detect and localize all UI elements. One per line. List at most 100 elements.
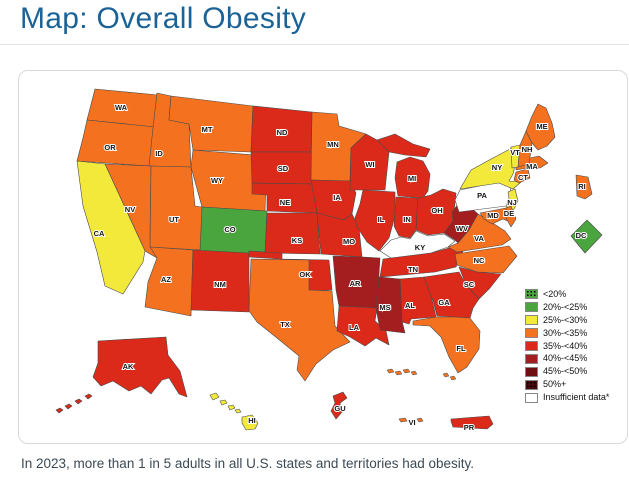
state-AK[interactable] [55,336,188,414]
legend-item-30-35: 30%-<35% [525,327,609,340]
state-CT[interactable] [513,168,531,184]
state-label-TN: TN [408,265,418,274]
state-TX[interactable] [248,258,351,382]
map-legend: <20% 20%-<25% 25%-<30% 30%-<35% 35%-<40% 40%-… [525,288,609,404]
state-label-MS: MS [379,303,390,312]
state-KS[interactable] [264,212,321,255]
state-label-NE: NE [280,198,290,207]
state-label-OR: OR [104,143,116,152]
legend-label-20-25: 20%-<25% [543,301,588,312]
state-label-AL: AL [405,301,415,310]
map-card: WA OR ID MT WY NV UT CA CO AZ NM ND SD NE KS OK TX MN IA MO… [18,70,628,444]
state-label-VI: VI [408,418,415,427]
state-FL[interactable] [412,316,481,374]
coastal-island [402,368,411,374]
state-label-MI: MI [408,174,416,183]
state-NH[interactable] [517,130,533,168]
state-label-CT: CT [518,173,528,182]
legend-item-lt20: <20% [525,288,609,301]
state-label-NV: NV [125,205,135,214]
state-label-SC: SC [464,280,475,289]
legend-label-45-50: 45%-<50% [543,366,588,377]
state-label-GU: GU [334,404,345,413]
state-label-IL: IL [378,215,385,224]
state-label-OK: OK [299,270,311,279]
legend-label-lt20: <20% [543,288,567,299]
coastal-island [442,372,450,378]
legend-swatch-40-45 [525,353,538,364]
state-label-NY: NY [492,163,502,172]
state-label-KY: KY [415,243,425,252]
legend-item-25-30: 25%-<30% [525,314,609,327]
state-label-IN: IN [403,215,411,224]
state-label-CA: CA [94,229,105,238]
coastal-island [394,370,403,376]
state-label-WV: WV [456,224,468,233]
state-MS[interactable] [375,276,406,334]
state-label-OH: OH [431,206,442,215]
legend-item-insufficient: Insufficient data* [525,391,609,404]
us-choropleth-map: WA OR ID MT WY NV UT CA CO AZ NM ND SD NE KS OK TX MN IA MO… [55,88,603,433]
state-label-PA: PA [477,191,487,200]
state-PR[interactable] [450,415,494,430]
state-MI[interactable] [376,133,431,199]
state-label-ME: ME [536,122,547,131]
legend-item-20-25: 20%-<25% [525,301,609,314]
state-label-MA: MA [526,162,538,171]
state-label-MT: MT [202,125,213,134]
state-label-PR: PR [464,423,475,432]
legend-item-45-50: 45%-<50% [525,365,609,378]
state-IL[interactable] [354,189,396,252]
state-label-DE: DE [504,209,514,218]
state-VI[interactable] [398,417,424,425]
legend-label-insufficient: Insufficient data* [543,392,610,403]
state-label-VT: VT [510,148,520,157]
state-label-KS: KS [292,236,302,245]
legend-swatch-50plus [525,379,538,390]
state-label-MN: MN [327,140,339,149]
state-label-MO: MO [343,237,355,246]
state-label-NJ: NJ [507,198,517,207]
page-title: Map: Overall Obesity [20,2,307,35]
state-label-RI: RI [578,182,586,191]
state-GU[interactable] [330,391,348,420]
state-label-AK: AK [123,362,134,371]
state-VA[interactable] [447,213,512,253]
state-LA[interactable] [336,305,390,347]
state-label-NM: NM [214,280,226,289]
state-label-GA: GA [438,298,450,307]
legend-label-30-35: 30%-<35% [543,327,588,338]
legend-item-50plus: 50%+ [525,378,609,391]
state-label-AR: AR [350,279,361,288]
state-label-SD: SD [278,164,289,173]
legend-swatch-lt20 [525,289,538,300]
title-divider [0,44,629,45]
state-NM[interactable] [190,249,250,313]
state-label-WI: WI [365,160,374,169]
state-AL[interactable] [399,276,437,325]
coastal-island [410,370,418,376]
coastal-island [449,375,457,381]
state-label-FL: FL [456,344,466,353]
state-HI[interactable] [209,392,259,431]
state-NC[interactable] [454,245,518,274]
state-label-UT: UT [169,215,179,224]
state-label-HI: HI [248,416,256,425]
state-DC[interactable] [570,219,603,254]
state-label-TX: TX [280,320,290,329]
state-label-DC: DC [576,231,587,240]
legend-item-40-45: 40%-<45% [525,352,609,365]
state-ME[interactable] [525,103,556,151]
state-DE[interactable] [505,205,517,228]
state-CA[interactable] [76,160,146,295]
state-NY[interactable] [459,147,522,190]
legend-swatch-30-35 [525,328,538,339]
legend-swatch-insufficient [525,392,538,403]
state-OR[interactable] [76,119,156,167]
state-label-AZ: AZ [161,275,171,284]
legend-swatch-35-40 [525,341,538,351]
legend-swatch-20-25 [525,302,538,313]
legend-label-35-40: 35%-<40% [543,340,588,351]
state-RI[interactable] [575,174,593,200]
